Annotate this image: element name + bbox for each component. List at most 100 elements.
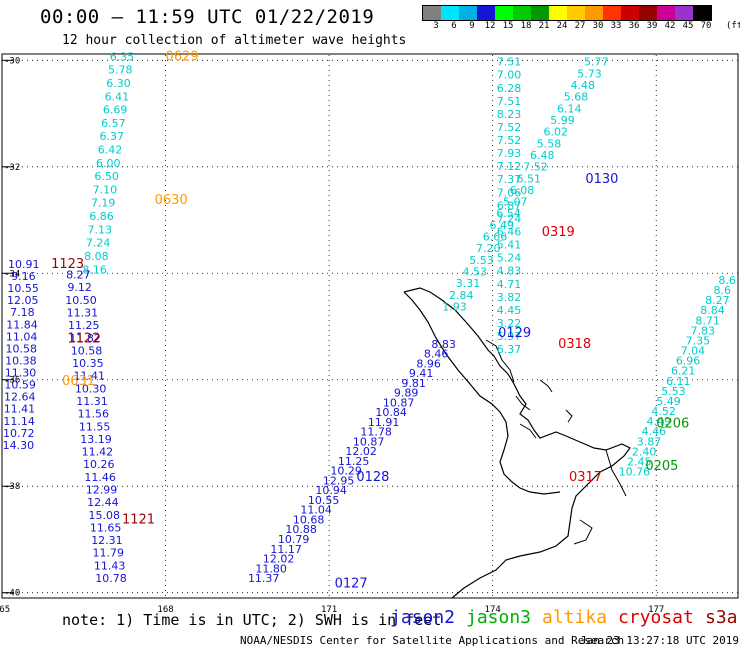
legend-entry: cryosat xyxy=(618,607,694,628)
color-scale-bar xyxy=(422,5,712,21)
wave-height-value: 11.56 xyxy=(78,408,110,421)
wave-height-value: 12.02 xyxy=(263,553,295,566)
wave-height-value: 7.51 xyxy=(497,95,522,108)
wave-height-value: 11.84 xyxy=(6,318,38,331)
pass-time-label: 0205 xyxy=(645,459,678,474)
wave-height-value: 5.07 xyxy=(503,196,528,209)
wave-height-value: 10.38 xyxy=(5,354,37,367)
wave-height-value: 6.87 xyxy=(497,199,522,212)
color-swatch xyxy=(459,6,477,20)
wave-height-value: 6.69 xyxy=(103,104,128,117)
wave-height-value: 11.91 xyxy=(368,416,400,429)
wave-height-value: 8.84 xyxy=(700,304,725,317)
wave-height-value: 10.87 xyxy=(383,396,415,409)
wave-height-value: 8.46 xyxy=(424,348,449,361)
wave-height-value: 12.44 xyxy=(87,496,119,509)
wave-height-value: 9.81 xyxy=(401,377,426,390)
wave-height-value: 6.28 xyxy=(497,82,522,95)
wave-height-value: 6.08 xyxy=(510,184,535,197)
page-subtitle: 12 hour collection of altimeter wave hei… xyxy=(62,33,407,48)
wave-height-value: 7.24 xyxy=(497,212,522,225)
hauraki-gulf xyxy=(485,339,573,439)
legend-entry: jason3 xyxy=(466,607,532,628)
pass-time-label: 0317 xyxy=(569,470,602,485)
page-title: 00:00 – 11:59 UTC 01/22/2019 xyxy=(40,6,375,28)
lat-tick-label: -36 xyxy=(4,376,20,386)
wave-height-value: 5.77 xyxy=(584,56,609,69)
color-scale-label: 18 xyxy=(520,21,532,31)
color-scale-label: 3 xyxy=(433,21,439,31)
lat-tick-label: -40 xyxy=(4,589,20,599)
wave-height-value: 10.94 xyxy=(315,484,347,497)
wave-height-value: 7.19 xyxy=(91,197,116,210)
wave-height-value: 12.05 xyxy=(7,294,39,307)
wave-height-value: 7.52 xyxy=(523,161,548,174)
pass-time-label: 0130 xyxy=(585,172,618,187)
wave-height-value: 4.45 xyxy=(497,304,522,317)
axis-labels: 165 168 171 174 177 -30 -32 -34 -36 -38 -40 xyxy=(0,56,664,615)
wave-height-value: 11.17 xyxy=(270,543,302,556)
new-zealand-coastline xyxy=(403,287,631,599)
footnote: note: 1) Time is in UTC; 2) SWH is in fe… xyxy=(62,611,442,629)
color-swatch xyxy=(441,6,459,20)
wave-height-value: 7.37 xyxy=(497,173,522,186)
color-swatch xyxy=(621,6,639,20)
wave-height-value: 11.55 xyxy=(79,420,111,433)
lat-tick-label: -30 xyxy=(4,56,20,66)
wave-height-value: 7.35 xyxy=(686,334,711,347)
wave-height-value: 11.78 xyxy=(360,426,392,439)
lon-tick-label: 174 xyxy=(485,605,501,615)
wave-height-value: 11.79 xyxy=(93,547,125,560)
wave-height-value: 10.55 xyxy=(308,494,340,507)
wave-height-value: 7.52 xyxy=(497,121,522,134)
wave-height-value: 6.37 xyxy=(497,343,522,356)
wave-height-value: 6.50 xyxy=(94,170,119,183)
north-island-west-coast xyxy=(403,291,561,495)
pass-time-labels: 0629 0630 1123 1122 0631 1121 0130 0319 0129 0318… xyxy=(51,49,689,591)
wave-height-value: 6.42 xyxy=(98,143,123,156)
wave-height-value: 14.30 xyxy=(3,439,35,452)
legend-entry: altika xyxy=(542,607,608,628)
color-swatch xyxy=(693,6,711,20)
wave-height-value: 10.58 xyxy=(6,342,38,355)
wave-height-value: 4.48 xyxy=(571,79,596,92)
color-scale-label: 15 xyxy=(502,21,514,31)
color-scale-label: 39 xyxy=(646,21,658,31)
wave-height-value: 9.41 xyxy=(409,367,434,380)
wave-height-value: 7.93 xyxy=(497,147,522,160)
wave-height-value: 11.80 xyxy=(255,562,287,575)
wave-height-value: 6.41 xyxy=(105,90,130,103)
pass-time-label: 0318 xyxy=(558,337,591,352)
wave-height-value: 7.51 xyxy=(497,56,522,69)
lat-tick-label: -34 xyxy=(4,269,20,279)
wave-height-value: 11.41 xyxy=(73,370,105,383)
wave-height-value: 13.19 xyxy=(80,433,112,446)
color-swatch xyxy=(603,6,621,20)
wave-height-value: 12.64 xyxy=(4,391,36,404)
wave-height-value: 10.58 xyxy=(71,344,103,357)
color-swatch xyxy=(513,6,531,20)
wave-height-value: 5.68 xyxy=(564,91,589,104)
wave-height-value: 11.31 xyxy=(67,307,99,320)
wave-height-value: 5.49 xyxy=(656,395,681,408)
wave-height-value: 3.82 xyxy=(497,291,522,304)
wave-height-value: 7.83 xyxy=(690,324,715,337)
wave-height-value: 7.13 xyxy=(88,223,113,236)
wave-height-value: 11.25 xyxy=(338,455,370,468)
wave-height-value: 11.65 xyxy=(90,521,122,534)
lon-tick-label: 177 xyxy=(648,605,664,615)
wave-height-value: 6.49 xyxy=(490,219,515,232)
wave-height-value: 5.97 xyxy=(497,330,522,343)
wave-height-tracks: 6.355.786.306.416.696.576.376.426.006.50… xyxy=(3,50,736,585)
north-island-coast xyxy=(403,287,631,599)
lat-tick-label: -32 xyxy=(4,163,20,173)
east-cape xyxy=(573,449,627,545)
lon-tick-label: 168 xyxy=(157,605,173,615)
wave-height-value: 11.42 xyxy=(82,446,114,459)
pass-time-label: 0127 xyxy=(335,576,368,591)
wave-height-value: 7.20 xyxy=(476,242,501,255)
wave-height-value: 4.83 xyxy=(497,265,522,278)
color-scale-label: 9 xyxy=(469,21,475,31)
wave-height-value: 7.12 xyxy=(497,160,522,173)
wave-height-value: 5.73 xyxy=(577,67,602,80)
